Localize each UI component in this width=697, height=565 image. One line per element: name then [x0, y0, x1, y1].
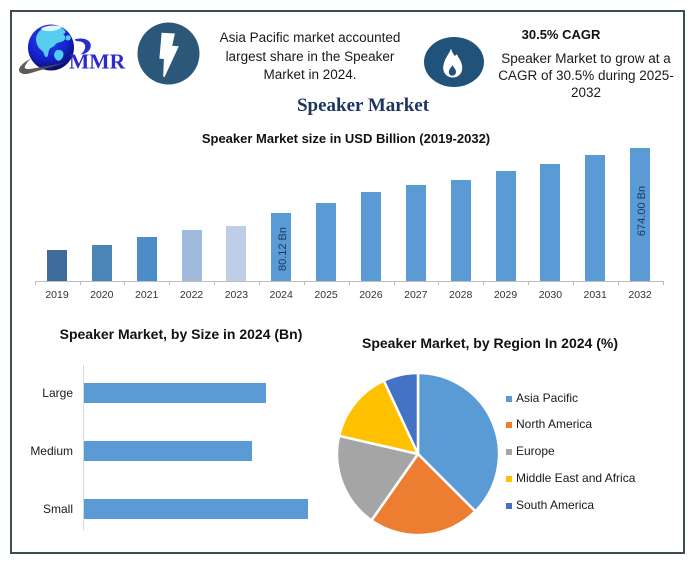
svg-text:MMR: MMR	[69, 50, 126, 74]
